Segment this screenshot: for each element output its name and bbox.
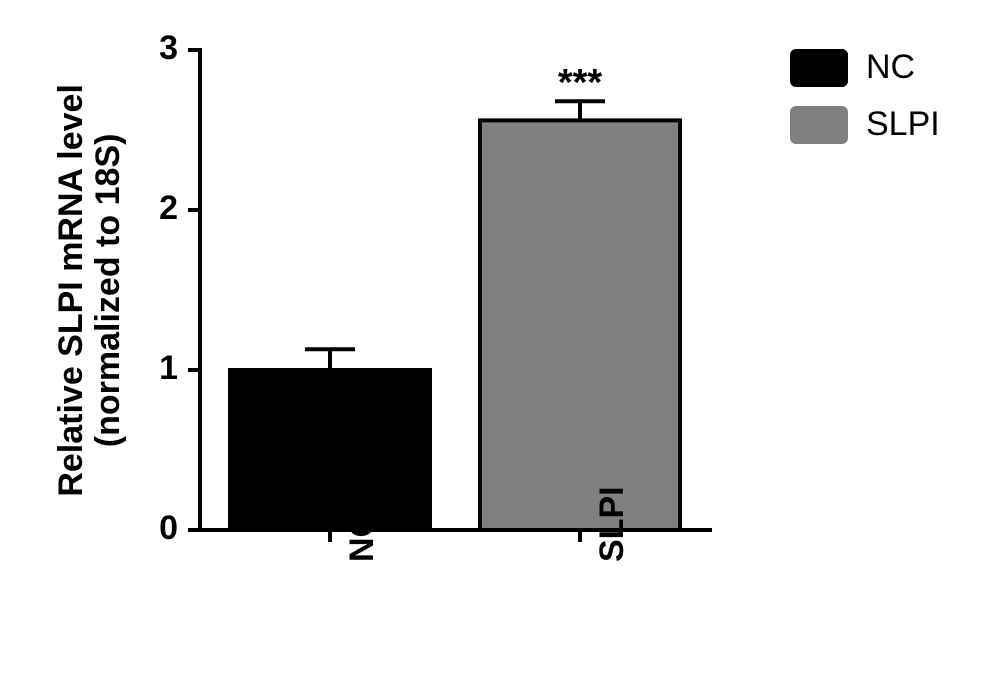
y-axis-tick-label: 2 (159, 189, 178, 227)
legend-item: SLPI (790, 105, 940, 144)
legend-swatch (790, 49, 848, 87)
legend-label: NC (866, 48, 915, 87)
bar-slpi (480, 120, 680, 530)
legend-swatch (790, 106, 848, 144)
y-axis-label: Relative SLPI mRNA level (normalized to … (52, 84, 127, 497)
legend-label: SLPI (866, 105, 940, 144)
x-axis-label: NC (343, 513, 382, 562)
significance-annotation: *** (558, 62, 603, 104)
chart-container: 0 1 2 3 *** Relative SLPI mRNA level (normal… (0, 0, 1000, 700)
y-axis-label-line1: Relative SLPI mRNA level (52, 84, 89, 497)
legend: NC SLPI (790, 48, 940, 144)
y-axis-tick-label: 3 (159, 29, 178, 67)
x-axis-label: SLPI (593, 486, 632, 562)
y-axis-label-line2: (normalized to 18S) (90, 84, 127, 497)
bar-nc (230, 370, 430, 530)
y-axis-tick-label: 1 (159, 349, 178, 387)
y-axis-tick-label: 0 (159, 509, 178, 547)
legend-item: NC (790, 48, 940, 87)
